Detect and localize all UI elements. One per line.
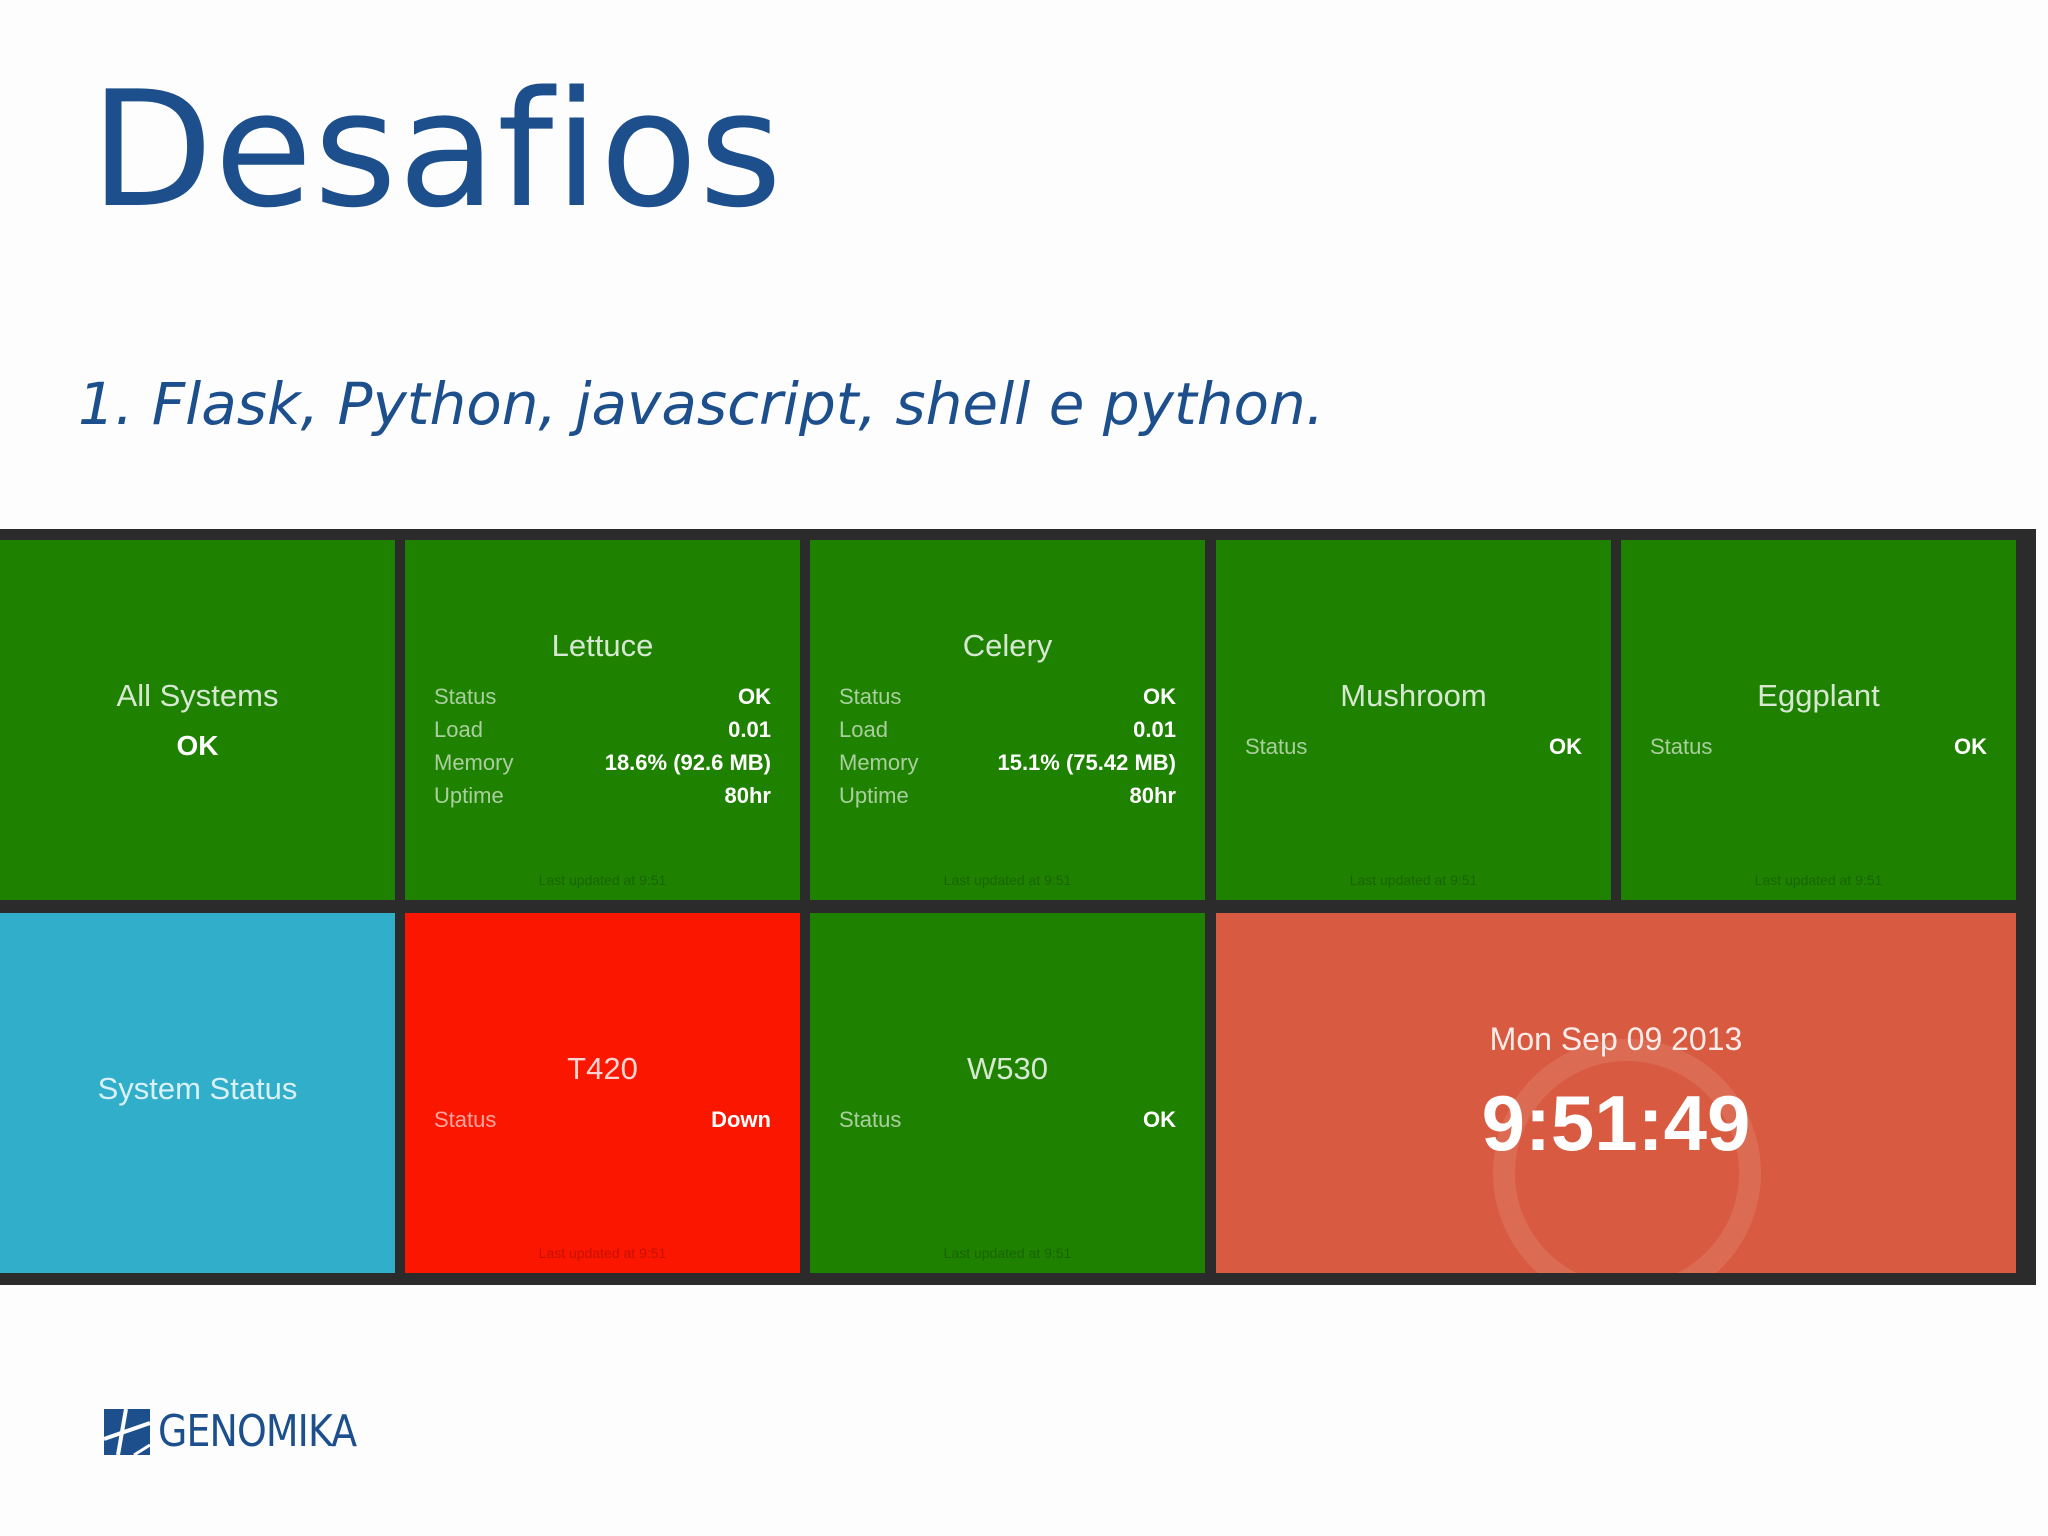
tile-title: Lettuce bbox=[551, 628, 654, 663]
row-value: 18.6% (92.6 MB) bbox=[604, 750, 771, 775]
tile-mushroom: Mushroom Status OK Last updated at 9:51 bbox=[1216, 540, 1611, 900]
tile-title: System Status bbox=[97, 1071, 298, 1106]
logo-text: GENOMIKA bbox=[158, 1406, 357, 1457]
tile-title: T420 bbox=[567, 1051, 638, 1086]
row-status: Status OK bbox=[1650, 730, 1987, 763]
all-systems-status: OK bbox=[176, 730, 219, 761]
row-label: Status bbox=[1245, 734, 1308, 759]
row-label: Memory bbox=[839, 750, 919, 775]
tile-clock: Mon Sep 09 2013 9:51:49 bbox=[1216, 913, 2016, 1273]
tile-title: W530 bbox=[967, 1051, 1048, 1086]
genomika-logo: GENOMIKA bbox=[104, 1406, 389, 1457]
row-load: Load 0.01 bbox=[434, 713, 771, 746]
row-value: OK bbox=[1549, 734, 1582, 759]
row-status: Status OK bbox=[1245, 730, 1582, 763]
tile-title: All Systems bbox=[116, 678, 279, 713]
row-status: Status Down bbox=[434, 1103, 771, 1136]
genomika-logo-icon bbox=[104, 1408, 150, 1455]
clock-time: 9:51:49 bbox=[1481, 1079, 1751, 1167]
tile-lettuce: Lettuce Status OK Load 0.01 Memory 18.6% (9… bbox=[405, 540, 800, 900]
last-updated: Last updated at 9:51 bbox=[1754, 872, 1883, 888]
tile-system-status: System Status bbox=[0, 913, 395, 1273]
row-value: Down bbox=[711, 1107, 771, 1132]
slide-title: Desafios bbox=[90, 56, 784, 243]
last-updated: Last updated at 9:51 bbox=[943, 1245, 1072, 1261]
row-value: OK bbox=[738, 684, 771, 709]
tile-w530: W530 Status OK Last updated at 9:51 bbox=[810, 913, 1205, 1273]
last-updated: Last updated at 9:51 bbox=[943, 872, 1072, 888]
row-memory: Memory 15.1% (75.42 MB) bbox=[839, 746, 1176, 779]
row-label: Load bbox=[839, 717, 888, 742]
row-status: Status OK bbox=[839, 1103, 1176, 1136]
tile-all-systems: All Systems OK bbox=[0, 540, 395, 900]
last-updated: Last updated at 9:51 bbox=[538, 1245, 667, 1261]
row-value: 0.01 bbox=[1133, 717, 1176, 742]
row-uptime: Uptime 80hr bbox=[434, 779, 771, 812]
row-label: Status bbox=[434, 684, 497, 709]
row-label: Status bbox=[434, 1107, 497, 1132]
tile-title: Mushroom bbox=[1340, 678, 1487, 713]
row-label: Status bbox=[839, 684, 902, 709]
row-label: Uptime bbox=[839, 783, 909, 808]
row-label: Uptime bbox=[434, 783, 504, 808]
row-load: Load 0.01 bbox=[839, 713, 1176, 746]
row-label: Load bbox=[434, 717, 483, 742]
row-value: OK bbox=[1143, 1107, 1176, 1132]
tile-eggplant: Eggplant Status OK Last updated at 9:51 bbox=[1621, 540, 2016, 900]
row-value: 15.1% (75.42 MB) bbox=[997, 750, 1176, 775]
dashboard-screenshot: All Systems OK Lettuce Status OK Load 0.01… bbox=[0, 529, 2036, 1285]
row-value: OK bbox=[1143, 684, 1176, 709]
row-value: 80hr bbox=[724, 783, 771, 808]
tile-celery: Celery Status OK Load 0.01 Memory 15.1% (75… bbox=[810, 540, 1205, 900]
row-value: 80hr bbox=[1129, 783, 1176, 808]
row-value: 0.01 bbox=[728, 717, 771, 742]
clock-date: Mon Sep 09 2013 bbox=[1489, 1021, 1743, 1057]
row-status: Status OK bbox=[839, 680, 1176, 713]
tile-t420: T420 Status Down Last updated at 9:51 bbox=[405, 913, 800, 1273]
row-memory: Memory 18.6% (92.6 MB) bbox=[434, 746, 771, 779]
row-label: Status bbox=[1650, 734, 1713, 759]
row-value: OK bbox=[1954, 734, 1987, 759]
row-uptime: Uptime 80hr bbox=[839, 779, 1176, 812]
tile-title: Celery bbox=[962, 628, 1053, 663]
last-updated: Last updated at 9:51 bbox=[538, 872, 667, 888]
slide-bullet: 1. Flask, Python, javascript, shell e py… bbox=[78, 370, 1325, 438]
row-status: Status OK bbox=[434, 680, 771, 713]
tile-title: Eggplant bbox=[1757, 678, 1880, 713]
row-label: Memory bbox=[434, 750, 514, 775]
last-updated: Last updated at 9:51 bbox=[1349, 872, 1478, 888]
row-label: Status bbox=[839, 1107, 902, 1132]
